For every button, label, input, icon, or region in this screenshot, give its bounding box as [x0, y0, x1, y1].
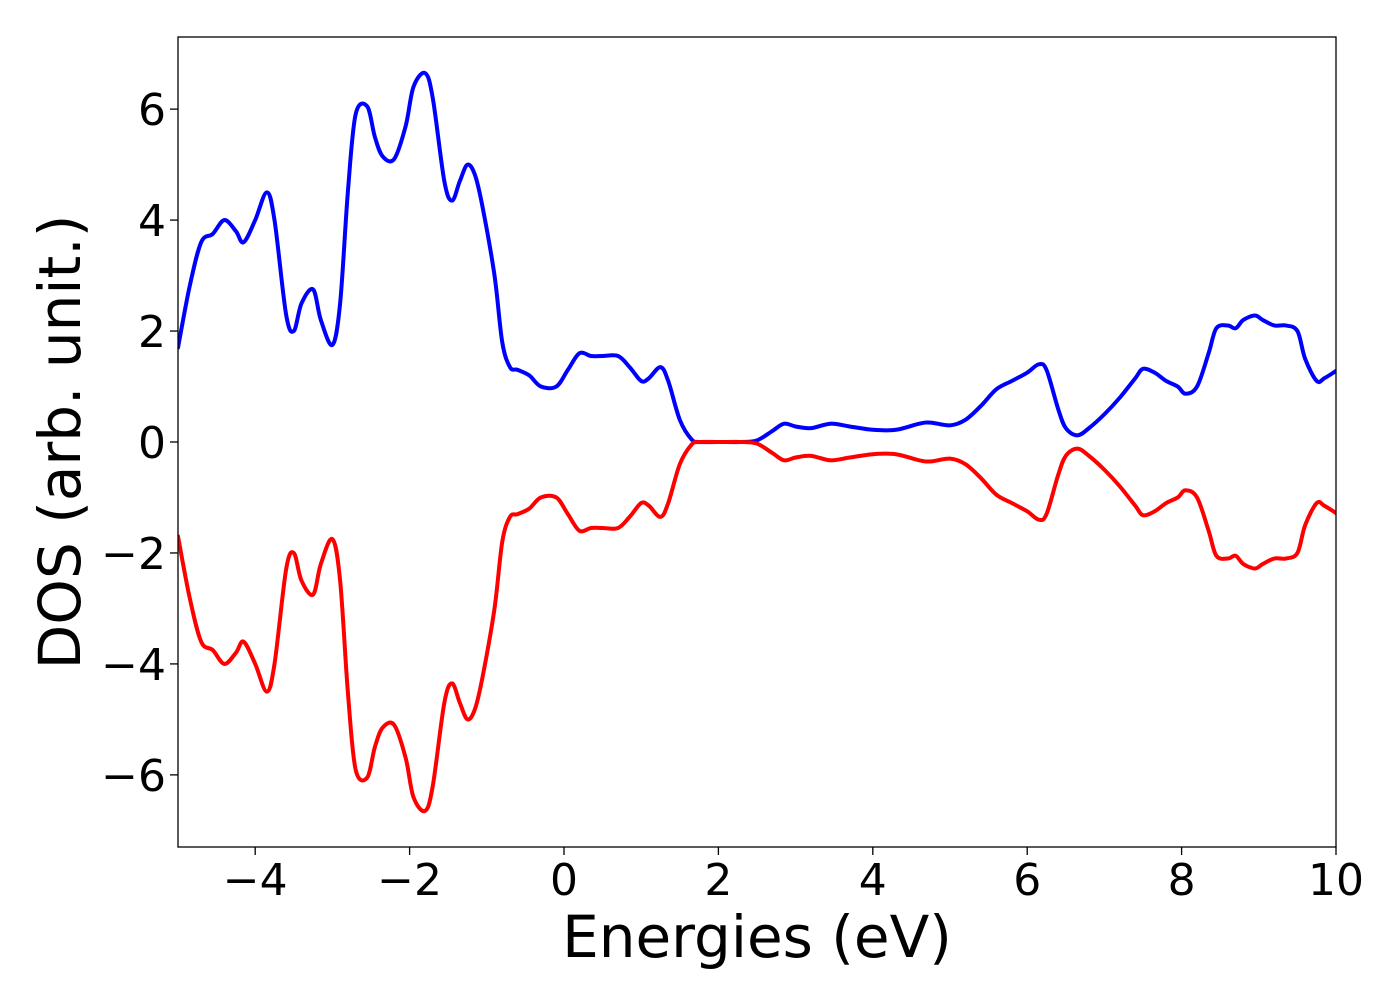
x-axis-ticks: −4 −2 0 2 4 6 8 10	[223, 847, 1364, 906]
dos-line-upper	[178, 70, 1336, 445]
y-axis-label: DOS (arb. unit.)	[26, 215, 94, 670]
y-tick-label: −2	[101, 529, 166, 580]
y-tick-label: 2	[138, 307, 166, 358]
x-tick-label: 0	[550, 855, 578, 906]
y-tick-label: 0	[138, 418, 166, 469]
dos-line-lower	[178, 439, 1336, 814]
x-tick-label: 8	[1168, 855, 1196, 906]
x-tick-label: 10	[1308, 855, 1364, 906]
y-tick-label: −4	[101, 640, 166, 691]
x-tick-label: 6	[1013, 855, 1041, 906]
y-tick-label: −6	[101, 751, 166, 802]
x-tick-label: 2	[704, 855, 732, 906]
x-axis-label: Energies (eV)	[562, 903, 952, 971]
x-tick-label: 4	[859, 855, 887, 906]
y-tick-label: 6	[138, 85, 166, 136]
y-axis-ticks: −6 −4 −2 0 2 4 6	[101, 85, 178, 802]
x-tick-label: −2	[377, 855, 442, 906]
x-tick-label: −4	[223, 855, 288, 906]
series-layer	[178, 70, 1336, 814]
y-tick-label: 4	[138, 196, 166, 247]
